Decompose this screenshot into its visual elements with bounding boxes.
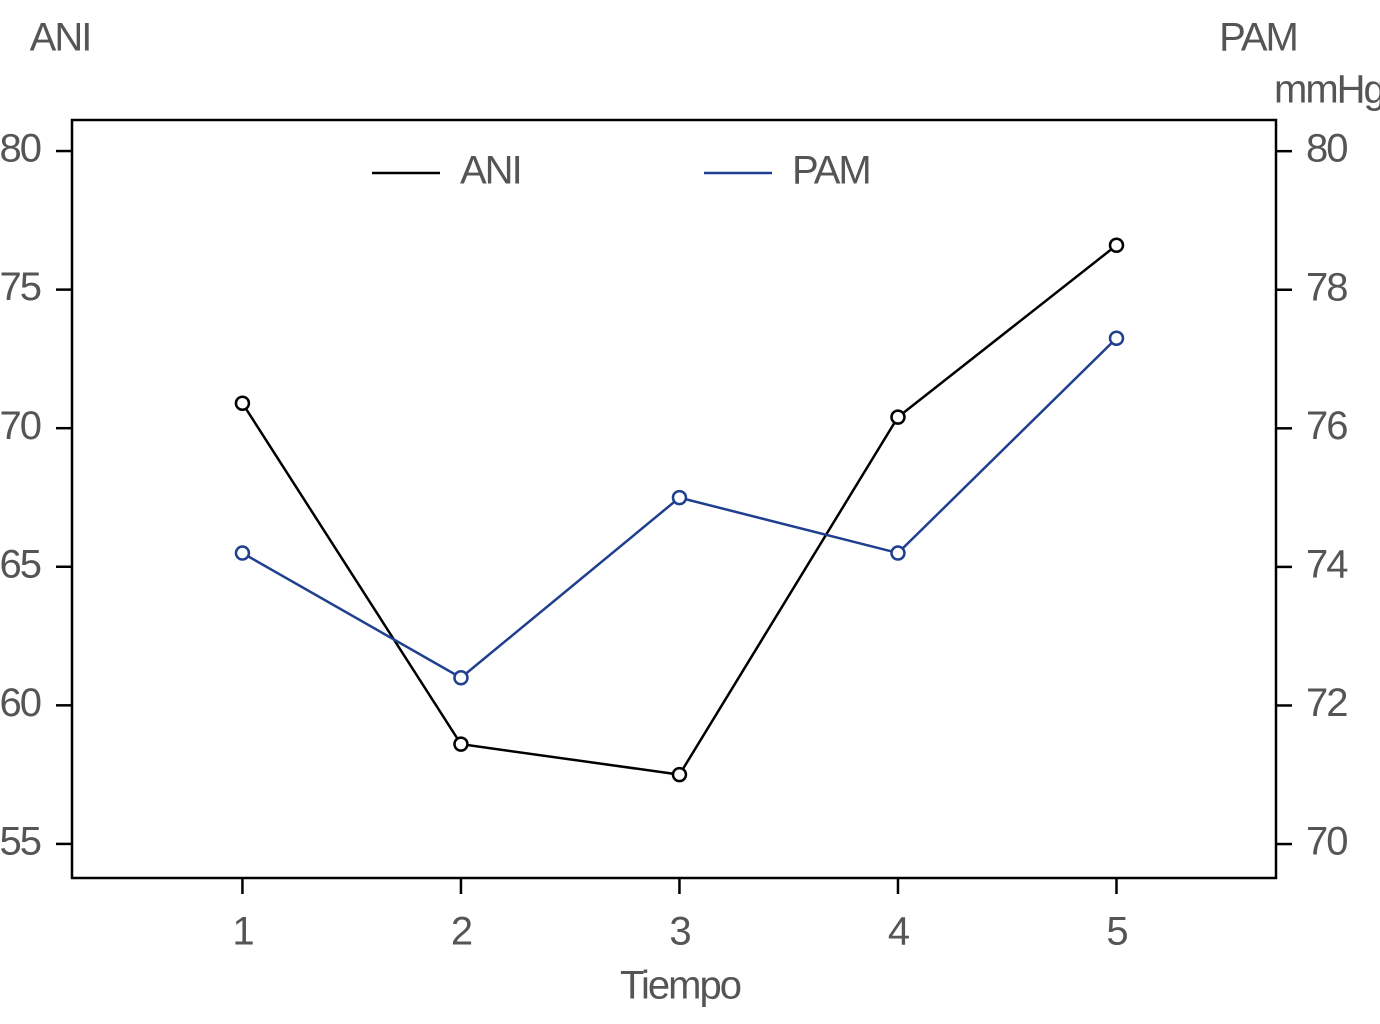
data-point: [234, 395, 251, 411]
x-tick-label: 3: [669, 910, 690, 954]
data-point: [671, 766, 688, 783]
legend-label: PAM: [792, 149, 870, 193]
x-axis-label: Tiempo: [620, 964, 741, 1008]
y2-tick-label: 72: [1306, 681, 1347, 725]
y2-tick-label: 78: [1306, 265, 1347, 309]
y2-tick-label: 80: [1306, 127, 1347, 171]
data-point: [1108, 237, 1125, 254]
legend-label: ANI: [460, 149, 521, 193]
y2-axis-label: PAM: [1219, 16, 1297, 60]
y-tick-label: 75: [0, 265, 41, 309]
data-point: [671, 489, 688, 506]
data-point: [1108, 330, 1125, 347]
y-tick-label: 70: [0, 404, 41, 448]
data-point: [890, 545, 906, 561]
y-tick-label: 55: [0, 819, 41, 863]
y2-tick-label: 74: [1306, 542, 1348, 586]
plot-frame: [70, 118, 1278, 880]
series-line: [241, 337, 1118, 680]
x-tick-label: 4: [888, 910, 910, 954]
x-tick-label: 2: [451, 910, 472, 954]
data-point: [453, 670, 469, 686]
y-axis-label: ANI: [30, 16, 91, 60]
y-tick-label: 65: [0, 542, 41, 586]
data-point: [453, 736, 469, 752]
x-tick-label: 1: [232, 910, 253, 954]
data-point: [890, 409, 906, 425]
y-tick-label: 80: [0, 127, 41, 171]
y2-tick-label: 76: [1306, 404, 1347, 448]
x-tick-label: 5: [1106, 910, 1127, 954]
y2-tick-label: 70: [1306, 820, 1347, 864]
y-tick-label: 60: [0, 681, 41, 725]
y2-axis-unit: mmHg: [1274, 68, 1380, 112]
series-line: [241, 244, 1118, 776]
data-point: [234, 545, 251, 561]
